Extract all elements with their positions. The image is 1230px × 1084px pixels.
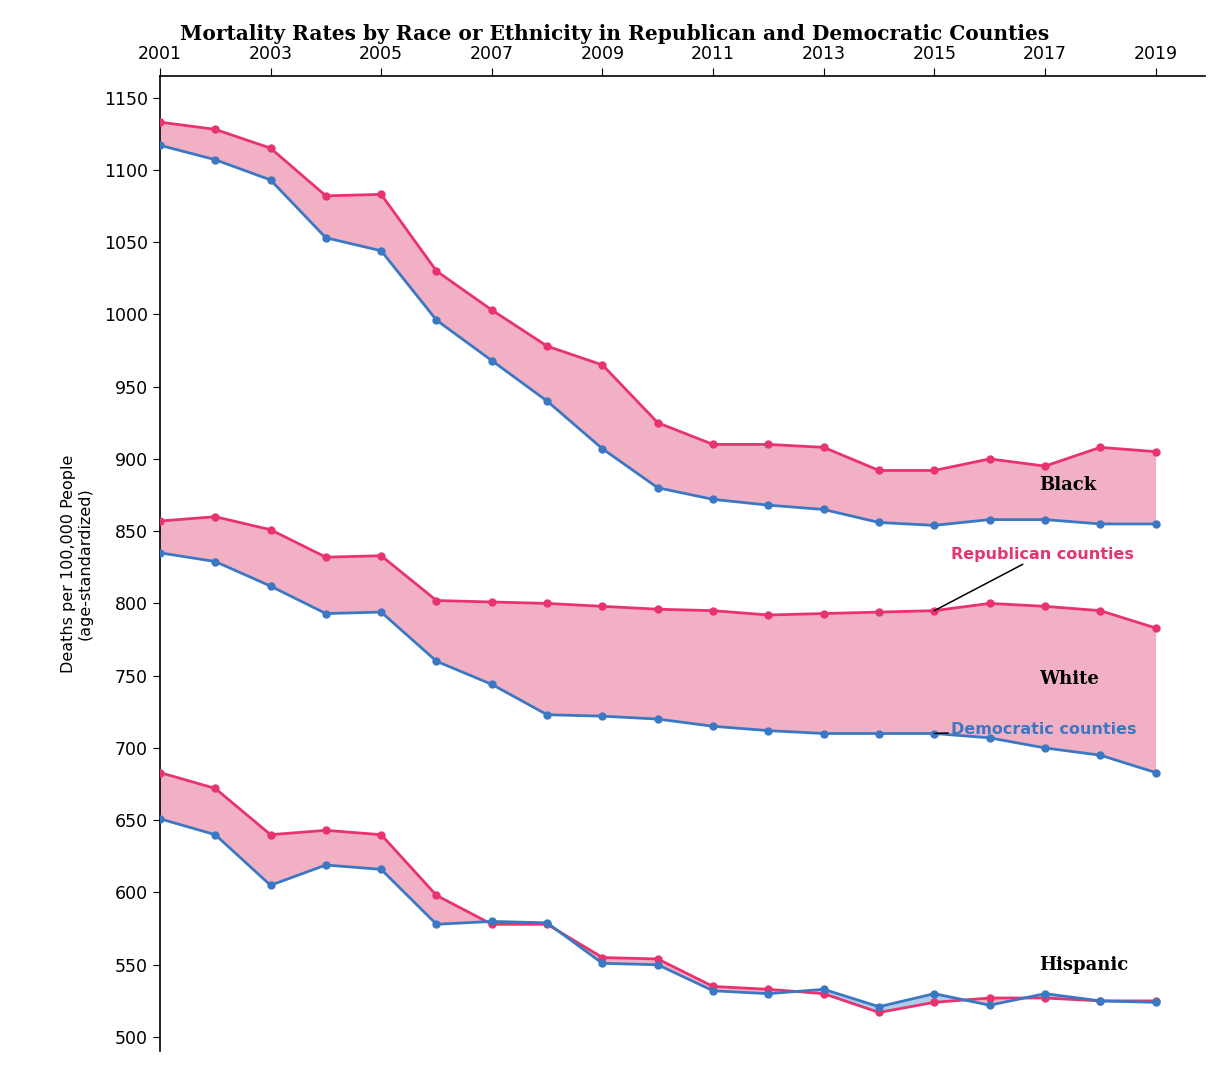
Text: White: White <box>1039 670 1100 687</box>
Text: Hispanic: Hispanic <box>1039 956 1129 973</box>
Text: Republican counties: Republican counties <box>935 546 1134 610</box>
Text: Black: Black <box>1039 476 1097 494</box>
Y-axis label: Deaths per 100,000 People
(age-standardized): Deaths per 100,000 People (age-standardi… <box>60 454 93 673</box>
Text: Democratic counties: Democratic counties <box>935 722 1137 737</box>
Text: Mortality Rates by Race or Ethnicity in Republican and Democratic Counties: Mortality Rates by Race or Ethnicity in … <box>181 24 1049 43</box>
